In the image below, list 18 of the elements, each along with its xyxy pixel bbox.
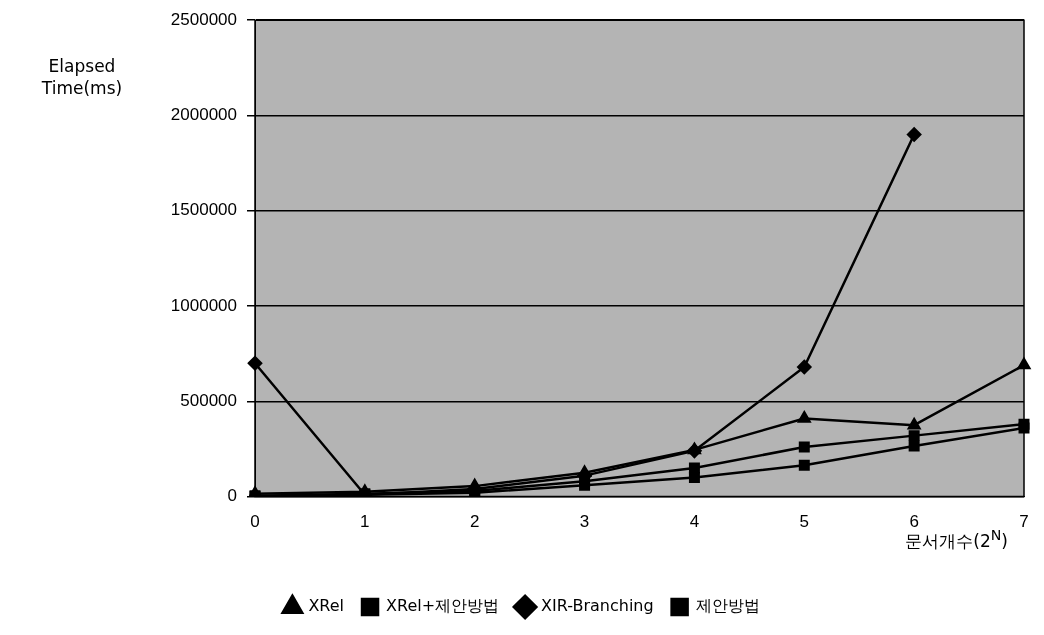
y-tick-label: 500000 [180,391,237,411]
y-tick-label: 1000000 [170,295,237,315]
y-tick-label: 2000000 [170,105,237,125]
legend-label: XRel+제안방법 [386,596,500,616]
x-tick-label: 4 [689,512,700,532]
x-tick-label: 7 [1019,512,1029,532]
legend-label: XIR-Branching [541,596,654,616]
legend-label: XRel [308,596,345,616]
x-tick-label: 1 [360,512,370,532]
y-tick-label: 0 [227,486,237,506]
x-tick-label: 2 [469,512,480,532]
x-tick-label: 3 [579,512,590,532]
y-tick-label: 1500000 [170,200,237,220]
y-axis-title: Elapsed Time(ms) [40,55,124,99]
x-tick-label: 0 [250,512,260,532]
y-tick-label: 2500000 [170,9,237,29]
x-tick-label: 5 [799,512,810,532]
legend-label: 제안방법 [695,596,760,616]
